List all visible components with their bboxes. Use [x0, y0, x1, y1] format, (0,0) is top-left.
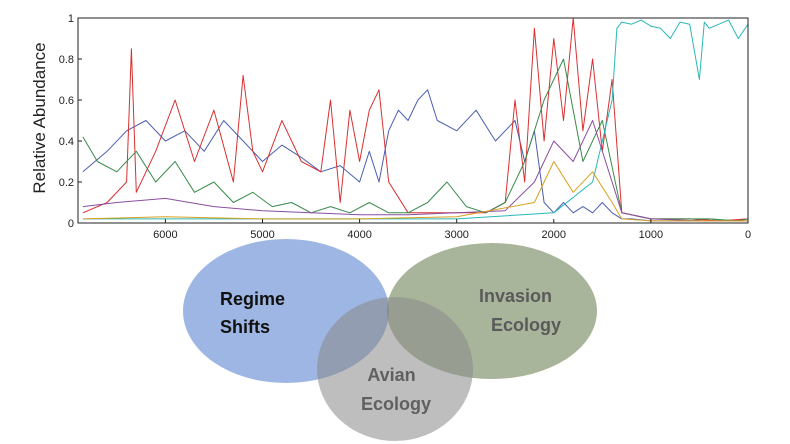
- y-axis-title: Relative Abundance: [30, 42, 49, 193]
- venn-label-avian-ecology: Avian Ecology: [361, 365, 431, 414]
- venn-label-invasion-line2: Ecology: [491, 315, 561, 335]
- y-tick-label: 0.4: [59, 136, 74, 148]
- venn-circle-avian-ecology: [317, 297, 473, 441]
- y-tick-label: 0.2: [59, 177, 74, 189]
- y-tick-label: 0: [68, 218, 74, 230]
- venn-diagram: Regime Shifts Invasion Ecology Avian Eco…: [183, 239, 597, 441]
- venn-label-invasion-ecology: Invasion Ecology: [479, 286, 561, 335]
- y-tick-label: 1: [68, 13, 74, 25]
- venn-label-regime-line1: Regime: [220, 289, 285, 309]
- venn-label-avian-line1: Avian: [367, 365, 415, 385]
- x-tick-label: 2000: [542, 229, 566, 241]
- venn-label-invasion-line1: Invasion: [479, 286, 552, 306]
- x-tick-label: 1000: [639, 229, 663, 241]
- y-tick-label: 0.6: [59, 95, 74, 107]
- x-tick-label: 3000: [444, 229, 468, 241]
- series-line-1: [82, 89, 749, 222]
- x-tick-label: 0: [745, 229, 751, 241]
- series-line-3: [82, 58, 749, 222]
- venn-label-regime-line2: Shifts: [220, 317, 270, 337]
- x-tick-label: 4000: [347, 229, 371, 241]
- plot-frame: [77, 17, 749, 224]
- series-layer: [82, 17, 749, 222]
- venn-label-regime-shifts: Regime Shifts: [220, 289, 290, 337]
- series-line-2: [82, 17, 749, 222]
- x-tick-label: 6000: [153, 229, 177, 241]
- series-line-6: [82, 161, 748, 222]
- y-tick-label: 0.8: [59, 54, 74, 66]
- venn-label-avian-line2: Ecology: [361, 394, 431, 414]
- x-tick-label: 5000: [250, 229, 274, 241]
- series-line-5: [82, 120, 748, 222]
- chart: 6000 5000 4000 3000 2000 1000 000.20.40.60.81 …: [30, 13, 751, 241]
- ticks-layer: 6000 5000 4000 3000 2000 1000 0 0 0.2 0.4 0.6 0.8 1: [59, 13, 751, 241]
- series-line-4: [82, 19, 749, 220]
